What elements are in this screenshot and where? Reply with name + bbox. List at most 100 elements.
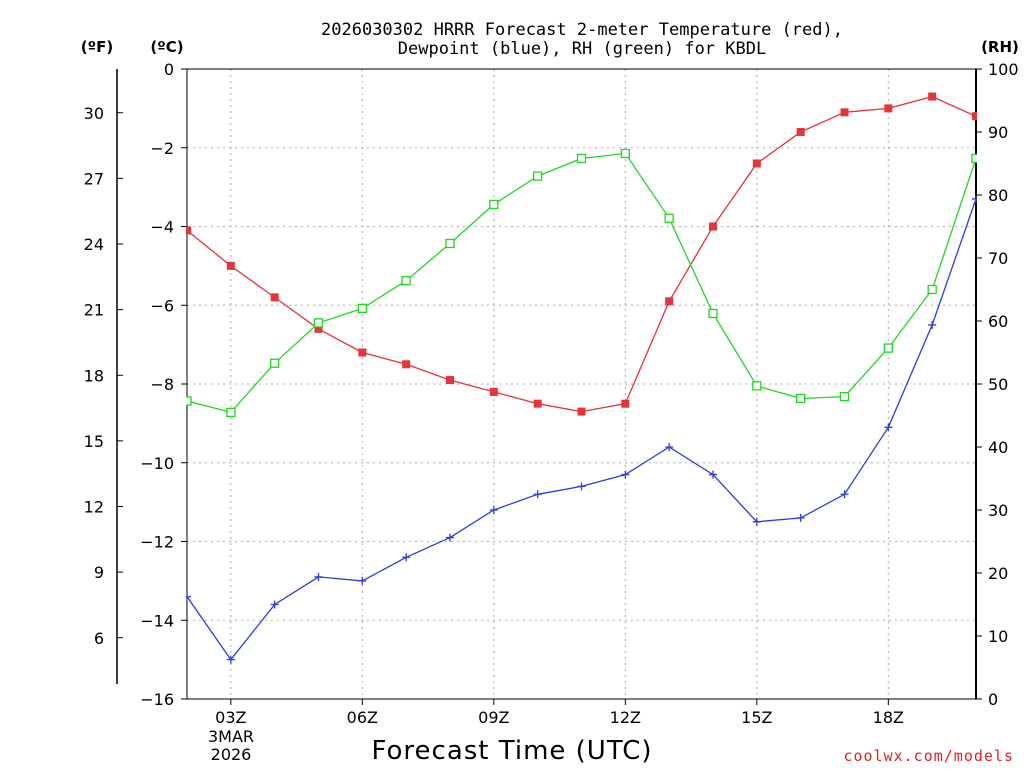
fahrenheit-unit-label: (ºF) bbox=[81, 38, 113, 56]
rh-unit-label: (RH) bbox=[981, 38, 1019, 56]
temperature-point bbox=[270, 293, 279, 302]
temperature-point bbox=[928, 92, 937, 101]
rh-point bbox=[752, 381, 762, 391]
rh-point bbox=[664, 213, 674, 223]
dewpoint-point bbox=[446, 533, 454, 542]
date-label-line1: 3MAR bbox=[208, 727, 254, 746]
rh-point bbox=[708, 308, 718, 319]
dewpoint-point bbox=[489, 506, 498, 514]
rh-point bbox=[401, 276, 411, 286]
rh-tick-label: 90 bbox=[988, 123, 1008, 142]
x-tick-label: 03Z bbox=[215, 708, 246, 727]
dewpoint-point bbox=[709, 470, 717, 479]
fahrenheit-tick-label: 12 bbox=[84, 498, 104, 517]
dewpoint-point bbox=[752, 517, 761, 526]
rh-tick-label: 70 bbox=[988, 249, 1008, 268]
rh-tick-label: 40 bbox=[988, 438, 1008, 457]
dewpoint-point bbox=[840, 490, 849, 499]
temperature-point bbox=[577, 407, 586, 416]
rh-point bbox=[270, 358, 280, 368]
dewpoint-point bbox=[186, 592, 191, 601]
fahrenheit-tick-label: 30 bbox=[84, 104, 104, 123]
rh-point bbox=[533, 171, 543, 181]
dewpoint-point bbox=[884, 423, 893, 432]
series-dewpoint bbox=[186, 194, 977, 664]
celsius-tick-label: 0 bbox=[164, 60, 174, 79]
dewpoint-point bbox=[402, 553, 411, 562]
rh-tick-label: 30 bbox=[988, 501, 1008, 520]
series-temperature bbox=[186, 92, 977, 416]
dewpoint-line bbox=[186, 198, 977, 661]
temperature-point bbox=[358, 348, 367, 357]
rh-point bbox=[576, 153, 587, 164]
chart-title-line1: 2026030302 HRRR Forecast 2-meter Tempera… bbox=[321, 20, 843, 40]
rh-point bbox=[226, 407, 236, 418]
x-axis-title: Forecast Time (UTC) bbox=[371, 736, 652, 766]
axes bbox=[116, 68, 982, 705]
fahrenheit-tick-label: 6 bbox=[94, 629, 104, 648]
temperature-point bbox=[709, 222, 717, 231]
dewpoint-point bbox=[665, 443, 674, 451]
celsius-tick-label: −16 bbox=[140, 690, 174, 709]
dewpoint-point bbox=[928, 320, 937, 329]
rh-point bbox=[186, 396, 192, 406]
celsius-tick-label: −8 bbox=[150, 375, 174, 394]
temperature-point bbox=[446, 376, 454, 385]
celsius-tick-label: −10 bbox=[140, 454, 174, 473]
dewpoint-point bbox=[270, 600, 279, 609]
dewpoint-point bbox=[314, 572, 323, 581]
relative-humidity-line bbox=[186, 152, 977, 414]
rh-point bbox=[927, 284, 937, 295]
rh-point bbox=[445, 238, 455, 249]
fahrenheit-tick-label: 9 bbox=[94, 563, 104, 582]
date-label-line2: 2026 bbox=[211, 745, 252, 764]
temperature-point bbox=[972, 112, 977, 121]
credit-text: coolwx.com/models bbox=[843, 747, 1014, 765]
rh-tick-label: 10 bbox=[988, 627, 1008, 646]
temperature-point bbox=[840, 108, 849, 117]
rh-point bbox=[971, 153, 977, 164]
rh-point bbox=[839, 391, 850, 402]
dewpoint-point bbox=[621, 470, 630, 479]
temperature-point bbox=[186, 226, 191, 235]
rh-tick-label: 0 bbox=[988, 690, 998, 709]
x-tick-label: 15Z bbox=[741, 708, 772, 727]
celsius-unit-label: (ºC) bbox=[150, 38, 183, 56]
fahrenheit-tick-label: 24 bbox=[84, 235, 104, 254]
temperature-line bbox=[186, 95, 977, 413]
celsius-tick-label: −6 bbox=[150, 296, 174, 315]
temperature-point bbox=[402, 360, 411, 369]
rh-tick-label: 20 bbox=[988, 564, 1008, 583]
rh-tick-label: 80 bbox=[988, 186, 1008, 205]
x-tick-label: 18Z bbox=[873, 708, 904, 727]
dewpoint-point bbox=[796, 513, 805, 522]
temperature-point bbox=[665, 297, 674, 306]
rh-point bbox=[796, 393, 806, 404]
rh-point bbox=[313, 318, 324, 328]
temperature-point bbox=[796, 128, 805, 136]
fahrenheit-tick-label: 21 bbox=[84, 301, 104, 320]
fahrenheit-tick-label: 18 bbox=[84, 366, 104, 385]
celsius-tick-label: −2 bbox=[150, 139, 174, 158]
temperature-point bbox=[533, 399, 542, 408]
rh-tick-label: 60 bbox=[988, 312, 1008, 331]
data-series bbox=[186, 92, 977, 664]
grid-lines bbox=[187, 69, 976, 699]
celsius-tick-label: −14 bbox=[140, 611, 174, 630]
rh-tick-label: 50 bbox=[988, 375, 1008, 394]
x-tick-label: 09Z bbox=[478, 708, 509, 727]
dewpoint-point bbox=[577, 482, 586, 491]
x-tick-label: 06Z bbox=[347, 708, 378, 727]
celsius-tick-label: −4 bbox=[150, 218, 174, 237]
temperature-point bbox=[621, 399, 630, 408]
rh-point bbox=[357, 303, 367, 314]
rh-tick-label: 100 bbox=[988, 60, 1019, 79]
dewpoint-point bbox=[972, 194, 977, 203]
temperature-point bbox=[884, 104, 893, 113]
series-relative-humidity bbox=[186, 148, 977, 418]
dewpoint-point bbox=[226, 655, 235, 664]
celsius-tick-label: −12 bbox=[140, 533, 174, 552]
rh-point bbox=[883, 343, 893, 353]
x-tick-label: 12Z bbox=[610, 708, 641, 727]
